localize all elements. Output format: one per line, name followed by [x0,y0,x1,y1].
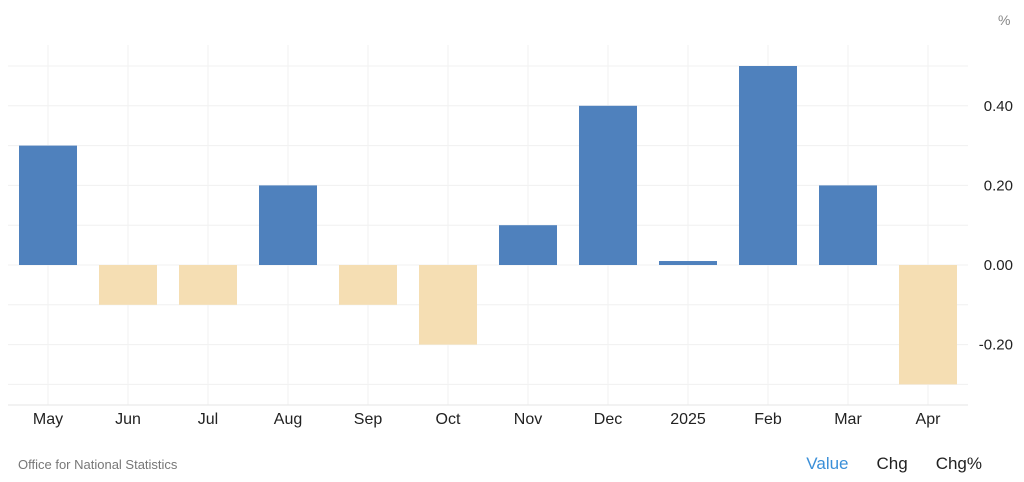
bar-apr[interactable] [899,265,957,385]
x-tick-label: Apr [916,411,942,428]
x-tick-label: Jun [115,411,141,428]
y-axis-ticks: 0.40 0.20 0.00 -0.20 [979,98,1013,354]
x-tick-label: Aug [274,411,302,428]
bar-oct[interactable] [419,265,477,345]
tab-chg[interactable]: Chg [876,454,908,473]
y-tick-label: 0.40 [984,98,1013,115]
x-tick-label: Jul [198,411,218,428]
tab-chg-percent[interactable]: Chg% [935,454,982,473]
bar-sep[interactable] [339,265,397,305]
y-tick-label: 0.20 [984,177,1013,194]
x-tick-label: Feb [754,411,782,428]
bar-2025[interactable] [659,261,717,265]
y-tick-label: -0.20 [979,337,1013,354]
bar-jul[interactable] [179,265,237,305]
y-axis-unit: % [998,12,1010,28]
x-tick-label: Mar [834,411,862,428]
y-tick-label: 0.00 [984,257,1013,274]
x-tick-label: May [33,411,63,428]
x-tick-label: Sep [354,411,383,428]
x-tick-label: Nov [514,411,542,428]
bar-dec[interactable] [579,105,637,265]
view-tabs: Value Chg Chg% [806,454,982,474]
bar-feb[interactable] [739,66,797,265]
bar-jun[interactable] [99,265,157,305]
tab-value[interactable]: Value [806,454,849,473]
bar-may[interactable] [19,145,77,265]
x-axis-ticks: May Jun Jul Aug Sep Oct Nov Dec 2025 Feb Mar Apr [33,411,941,428]
source-label: Office for National Statistics [18,457,178,472]
bar-mar[interactable] [819,185,877,265]
x-tick-label: 2025 [670,411,706,428]
bar-aug[interactable] [259,185,317,265]
x-tick-label: Oct [436,411,461,428]
bar-nov[interactable] [499,225,557,265]
bars [19,66,957,385]
x-tick-label: Dec [594,411,622,428]
